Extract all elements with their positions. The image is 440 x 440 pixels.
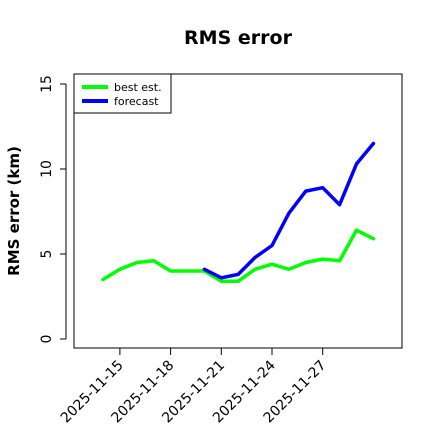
y-axis-label: RMS error (km) [5, 146, 23, 276]
series-lines [101, 141, 376, 283]
legend-box [73, 73, 172, 114]
y-tick-label: 10 [39, 160, 55, 178]
series-line-best-est [101, 228, 376, 283]
y-axis: 0 5 10 15 [39, 75, 67, 344]
y-tick-label: 15 [39, 75, 55, 93]
series-line-forecast [202, 141, 376, 280]
legend-label-best-est: best est. [114, 81, 162, 94]
y-tick-label: 0 [39, 335, 55, 344]
y-tick-label: 5 [39, 250, 55, 259]
chart-title: RMS error [184, 27, 293, 49]
x-axis: 2025-11-152025-11-182025-11-212025-11-24… [58, 347, 330, 426]
legend: best est. forecast [73, 73, 172, 114]
plot-area-frame [73, 73, 403, 349]
legend-label-forecast: forecast [114, 95, 159, 108]
